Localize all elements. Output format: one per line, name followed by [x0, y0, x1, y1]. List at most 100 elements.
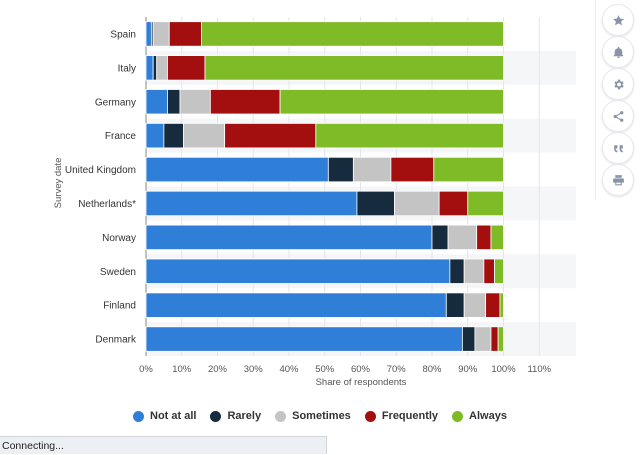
- x-tick-label: 70%: [387, 364, 407, 375]
- bar-segment[interactable]: [163, 123, 184, 149]
- bar-segment[interactable]: [152, 55, 158, 81]
- x-tick-label: 50%: [315, 364, 335, 375]
- bar-segment[interactable]: [145, 21, 152, 47]
- status-text: Connecting...: [2, 440, 64, 452]
- bar-segment[interactable]: [167, 55, 206, 81]
- category-label: France: [105, 131, 137, 142]
- bar-segment[interactable]: [476, 224, 492, 251]
- bar-segment[interactable]: [433, 156, 504, 183]
- legend-item[interactable]: Always: [452, 410, 507, 422]
- bar-segment[interactable]: [356, 190, 395, 217]
- bar-segment[interactable]: [145, 258, 451, 284]
- bar-segment[interactable]: [145, 190, 358, 217]
- bar-segment[interactable]: [490, 224, 504, 251]
- legend: Not at all Rarely Sometimes Frequently Alway…: [0, 406, 640, 426]
- bar-segment[interactable]: [145, 156, 329, 183]
- bar-segment[interactable]: [449, 258, 465, 284]
- legend-label: Rarely: [227, 410, 262, 422]
- legend-item[interactable]: Not at all: [133, 410, 196, 422]
- x-tick-label: 10%: [172, 364, 192, 375]
- bar-segment[interactable]: [183, 123, 226, 149]
- bar-segment[interactable]: [209, 89, 281, 115]
- bar-segment[interactable]: [463, 292, 487, 318]
- legend-item[interactable]: Rarely: [210, 410, 261, 422]
- bar-segment[interactable]: [145, 292, 447, 318]
- category-label: Norway: [102, 233, 136, 244]
- bar-segment[interactable]: [327, 156, 354, 183]
- y-axis-title: Survey date: [53, 158, 64, 209]
- bar-segment[interactable]: [483, 258, 495, 284]
- category-label: Sweden: [100, 267, 136, 278]
- bar-segment[interactable]: [224, 123, 317, 149]
- bar-segment[interactable]: [145, 123, 165, 149]
- legend-label: Always: [469, 410, 507, 422]
- bar-segment[interactable]: [168, 21, 202, 47]
- legend-marker: [364, 410, 376, 422]
- category-label: Spain: [110, 29, 136, 40]
- bar-segment[interactable]: [152, 21, 170, 47]
- bar-segment[interactable]: [467, 190, 504, 217]
- share-icon[interactable]: [602, 100, 634, 132]
- bar-segment[interactable]: [474, 326, 492, 352]
- print-icon[interactable]: [602, 164, 634, 196]
- bar-segment[interactable]: [352, 156, 392, 183]
- x-tick-label: 20%: [208, 364, 228, 375]
- x-tick-label: 0%: [139, 364, 153, 375]
- x-tick-label: 110%: [527, 364, 551, 375]
- bar-segment[interactable]: [485, 292, 501, 318]
- category-labels: Spain Italy Germany France United Kingdom Net…: [65, 29, 137, 345]
- category-label: Netherlands*: [78, 199, 136, 210]
- legend-marker: [133, 410, 145, 422]
- x-tick-label: 100%: [491, 364, 516, 375]
- legend-label: Sometimes: [292, 410, 351, 422]
- x-tick-label: 60%: [351, 364, 371, 375]
- bar-segment[interactable]: [390, 156, 435, 183]
- bar-segment[interactable]: [145, 224, 433, 251]
- legend-item[interactable]: Sometimes: [275, 410, 351, 422]
- bar-segment[interactable]: [431, 224, 449, 251]
- category-label: Germany: [95, 97, 136, 108]
- bar-segment[interactable]: [179, 89, 211, 115]
- bar-segment[interactable]: [145, 89, 168, 115]
- bar-segment[interactable]: [499, 292, 504, 318]
- bar-segment[interactable]: [438, 190, 469, 217]
- bar-segment[interactable]: [204, 55, 504, 81]
- x-tick-label: 80%: [422, 364, 442, 375]
- bar-segment[interactable]: [463, 258, 485, 284]
- gear-icon[interactable]: [602, 68, 634, 100]
- bar-segment[interactable]: [494, 258, 504, 284]
- legend-label: Not at all: [150, 410, 197, 422]
- bar-segment[interactable]: [145, 326, 463, 352]
- bar-segment[interactable]: [279, 89, 504, 115]
- legend-item[interactable]: Frequently: [364, 410, 439, 422]
- status-bar: Connecting...: [0, 436, 327, 454]
- legend-label: Frequently: [381, 410, 439, 422]
- legend-marker: [210, 410, 222, 422]
- legend-marker: [275, 410, 287, 422]
- quote-icon[interactable]: [602, 132, 634, 164]
- category-label: Denmark: [95, 335, 137, 346]
- legend-marker: [452, 410, 464, 422]
- bell-icon[interactable]: [602, 36, 634, 68]
- x-tick-label: 30%: [244, 364, 264, 375]
- x-axis-title: Share of respondents: [316, 377, 407, 388]
- category-label: United Kingdom: [65, 165, 136, 176]
- bar-segment[interactable]: [156, 55, 168, 81]
- bar-segment[interactable]: [145, 55, 154, 81]
- bar-segment[interactable]: [461, 326, 476, 352]
- category-label: Finland: [103, 301, 136, 312]
- bar-segment[interactable]: [445, 292, 465, 318]
- bar-segment[interactable]: [497, 326, 504, 352]
- category-label: Italy: [118, 63, 136, 74]
- bar-segment[interactable]: [201, 21, 504, 47]
- x-tick-label: 90%: [458, 364, 478, 375]
- bar-segment[interactable]: [394, 190, 440, 217]
- bar-segment[interactable]: [315, 123, 504, 149]
- x-tick-labels: 0% 10% 20% 30% 40% 50% 60% 70% 80% 90% 100% 110%: [139, 364, 551, 375]
- star-icon[interactable]: [602, 4, 634, 36]
- bars: [145, 21, 504, 352]
- bar-segment[interactable]: [490, 326, 499, 352]
- bar-segment[interactable]: [447, 224, 478, 251]
- bar-segment[interactable]: [167, 89, 181, 115]
